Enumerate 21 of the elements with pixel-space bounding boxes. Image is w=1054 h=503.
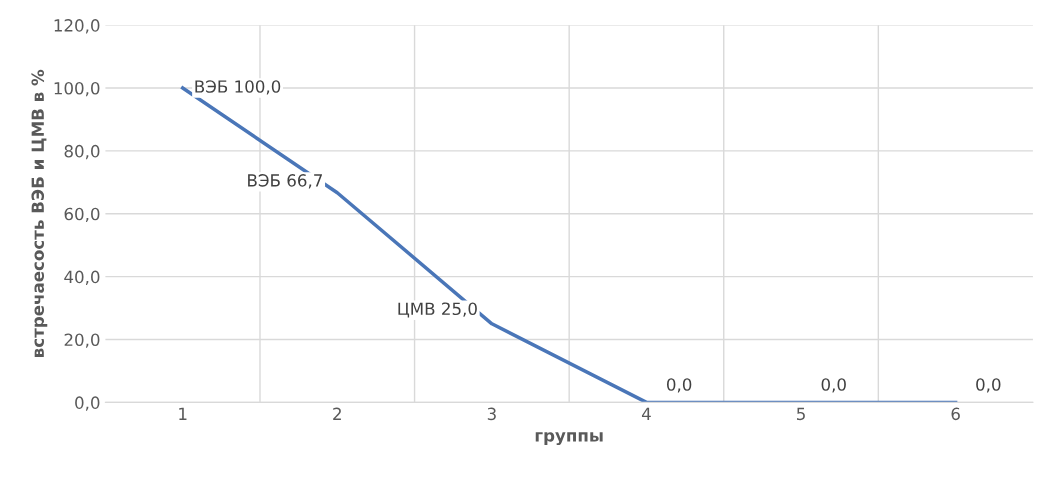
x-tick-label: 6 [951, 407, 960, 421]
y-tick-label: 120,0 [54, 19, 100, 34]
data-label: 0,0 [976, 378, 1001, 393]
data-label: ВЭБ 66,7 [248, 174, 322, 189]
y-axis-title: встречаесость ВЭБ и ЦМВ в % [31, 69, 48, 357]
data-label: ЦМВ 25,0 [398, 302, 477, 318]
y-tick-label: 0,0 [75, 396, 100, 411]
x-tick-label: 2 [333, 407, 341, 420]
x-tick-label: 1 [179, 407, 187, 420]
x-axis-title: группы [535, 432, 603, 446]
data-label: 0,0 [667, 378, 692, 393]
y-tick-label: 20,0 [64, 333, 100, 348]
data-label: 0,0 [821, 378, 846, 393]
x-tick-label: 3 [487, 407, 496, 421]
data-label: ВЭБ 100,0 [195, 80, 281, 95]
y-tick-label: 100,0 [54, 81, 100, 97]
y-tick-label: 60,0 [64, 207, 100, 223]
y-tick-label: 80,0 [64, 144, 100, 160]
x-tick-label: 5 [797, 407, 805, 421]
x-tick-label: 4 [641, 407, 651, 420]
y-tick-label: 40,0 [64, 270, 100, 285]
